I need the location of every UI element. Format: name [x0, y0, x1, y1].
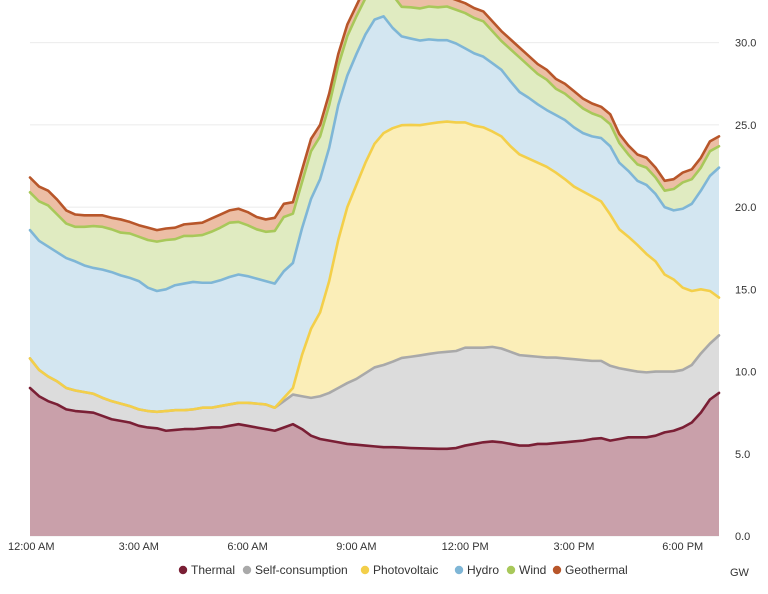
legend-marker [506, 565, 516, 575]
area-hydro [30, 16, 719, 412]
x-tick-label: 3:00 PM [553, 541, 594, 553]
legend-label: Self-consumption [255, 563, 348, 577]
y-tick-label: 25.0 [735, 120, 756, 132]
legend-marker [242, 565, 252, 575]
y-tick-label: 20.0 [735, 202, 756, 214]
legend-label: Photovoltaic [373, 563, 438, 577]
line-thermal [28, 386, 721, 451]
legend-label: Hydro [467, 563, 499, 577]
x-tick-label: 6:00 PM [662, 541, 703, 553]
legend-marker [454, 565, 464, 575]
x-tick-label: 12:00 PM [442, 541, 489, 553]
y-tick-label: 10.0 [735, 367, 756, 379]
y-tick-label: 30.0 [735, 38, 756, 50]
area-self-consumption [30, 335, 719, 449]
series-lines [28, 0, 721, 451]
area-wind [30, 0, 719, 291]
line-geothermal [28, 0, 721, 232]
x-tick-label: 3:00 AM [119, 541, 159, 553]
x-tick-label: 6:00 AM [227, 541, 267, 553]
y-tick-label: 0.0 [735, 531, 750, 543]
axes: 0.0 5.0 10.0 15.0 20.0 25.0 30.0 12:00 AM 3:00 A… [8, 38, 756, 553]
y-tick-label: 15.0 [735, 284, 756, 296]
line-hydro [28, 15, 721, 293]
y-tick-label: 5.0 [735, 449, 750, 461]
unit-label: GW [730, 567, 750, 579]
area-thermal [30, 388, 719, 536]
area-geothermal [30, 0, 719, 242]
area-photovoltaic [30, 121, 719, 412]
area-series [30, 0, 719, 536]
legend-marker [360, 565, 370, 575]
x-tick-label: 9:00 AM [336, 541, 376, 553]
legend: Thermal Self-consumption Photovoltaic Hydro… [178, 563, 628, 577]
line-photovoltaic [28, 120, 721, 414]
legend-label: Thermal [191, 563, 235, 577]
legend-marker [178, 565, 188, 575]
x-tick-label: 12:00 AM [8, 541, 54, 553]
line-wind [28, 0, 721, 243]
legend-label: Wind [519, 563, 546, 577]
legend-label: Geothermal [565, 563, 628, 577]
legend-marker [552, 565, 562, 575]
